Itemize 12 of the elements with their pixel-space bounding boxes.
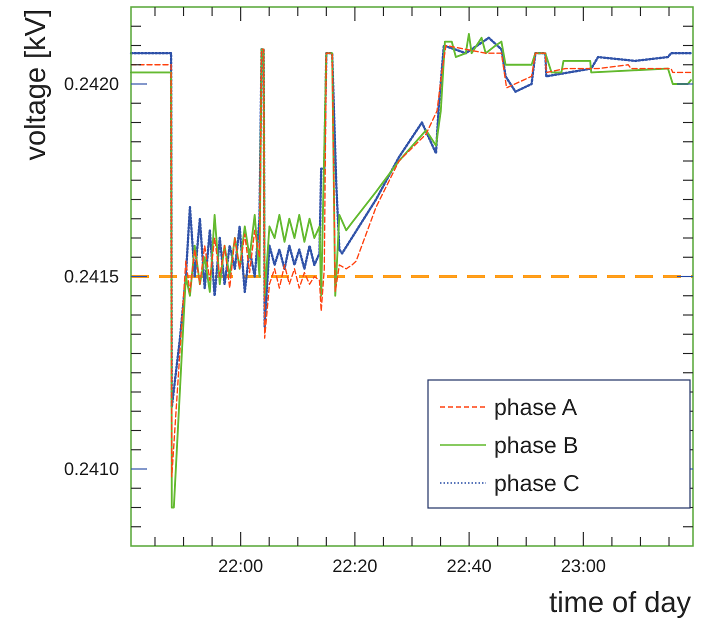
x-tick-label: 23:00: [560, 556, 606, 576]
x-tick-label: 22:40: [446, 556, 492, 576]
legend-label: phase C: [494, 470, 580, 496]
y-tick-label: 0.2415: [64, 266, 119, 286]
y-tick-label: 0.2410: [64, 459, 119, 479]
legend-label: phase A: [494, 394, 578, 420]
x-tick-label: 22:00: [218, 556, 264, 576]
y-tick-label: 0.2420: [64, 74, 119, 94]
y-axis-title: voltage [kV]: [20, 9, 52, 161]
x-axis-title: time of day: [549, 587, 692, 619]
x-tick-label: 22:20: [332, 556, 378, 576]
legend-label: phase B: [494, 432, 578, 458]
